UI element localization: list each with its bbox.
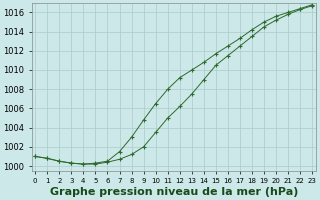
X-axis label: Graphe pression niveau de la mer (hPa): Graphe pression niveau de la mer (hPa) — [50, 187, 298, 197]
